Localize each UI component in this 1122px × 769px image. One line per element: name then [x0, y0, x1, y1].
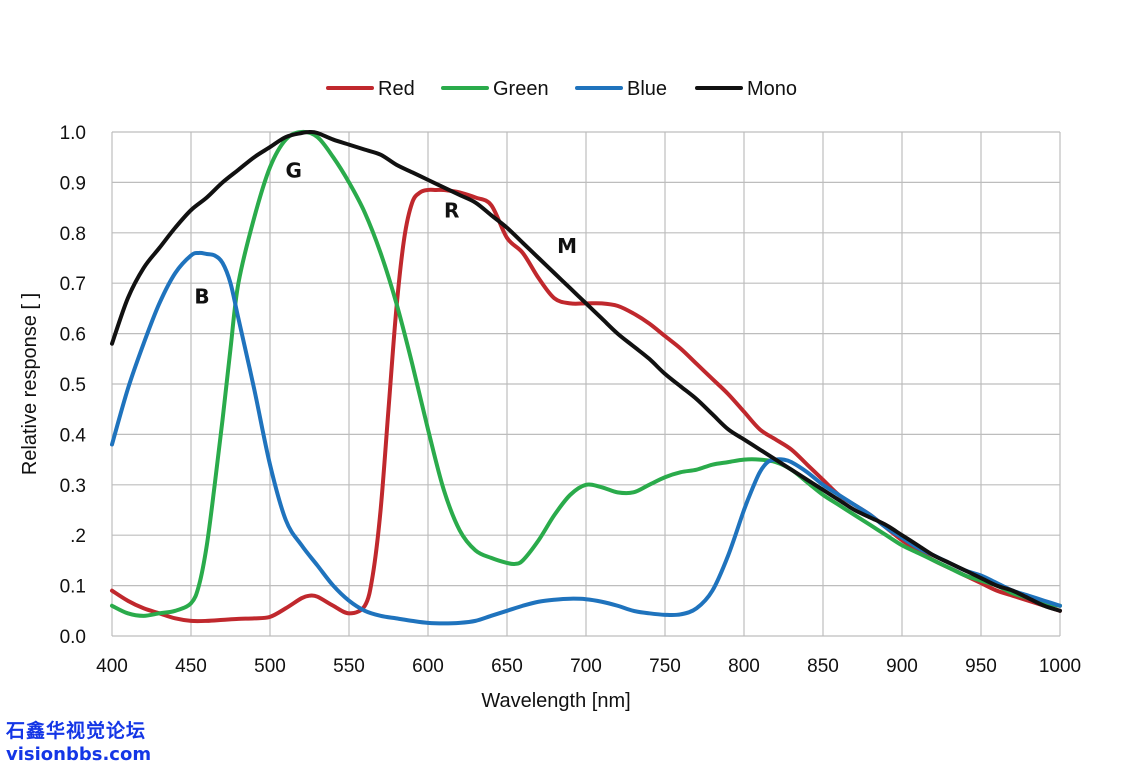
x-tick-label: 550	[333, 656, 365, 677]
curve-labels: R G B M	[194, 158, 577, 308]
curve-label-green: G	[285, 158, 301, 182]
series-group	[110, 129, 1062, 626]
x-tick-label: 600	[412, 656, 444, 677]
x-axis-title: Wavelength [nm]	[481, 690, 630, 712]
y-tick-label: .2	[70, 526, 86, 547]
x-tick-label: 450	[175, 656, 207, 677]
y-tick-label: 0.0	[60, 627, 86, 648]
series-line-green	[110, 129, 1062, 618]
x-axis-ticks: 400 450 500 550 600 650 700 750 800 850 900 950 1000	[96, 656, 1081, 677]
y-tick-label: 0.4	[60, 425, 87, 446]
x-tick-label: 750	[649, 656, 681, 677]
x-tick-label: 900	[886, 656, 918, 677]
x-tick-label: 700	[570, 656, 602, 677]
grid	[111, 131, 1061, 637]
x-tick-label: 400	[96, 656, 128, 677]
curve-label-red: R	[444, 199, 459, 223]
curve-label-blue: B	[194, 284, 209, 308]
x-tick-label: 800	[728, 656, 760, 677]
legend: Red Green Blue Mono	[326, 78, 797, 100]
series-line-blue	[110, 250, 1062, 626]
y-axis-ticks: 0.0 0.1 .2 0.3 0.4 0.5 0.6 0.7 0.8 0.9 1.0	[60, 123, 87, 648]
x-tick-label: 650	[491, 656, 523, 677]
legend-label-red: Red	[378, 78, 415, 100]
legend-label-mono: Mono	[747, 78, 797, 100]
x-tick-label: 1000	[1039, 656, 1081, 677]
curve-label-mono: M	[557, 234, 577, 258]
y-tick-label: 0.1	[60, 577, 86, 598]
y-tick-label: 0.5	[60, 375, 86, 396]
y-tick-label: 1.0	[60, 123, 86, 144]
y-tick-label: 0.8	[60, 224, 86, 245]
watermark-site-name: 石鑫华视觉论坛	[6, 720, 147, 742]
legend-label-blue: Blue	[627, 78, 667, 100]
x-tick-label: 850	[807, 656, 839, 677]
y-axis-title: Relative response [ ]	[19, 293, 41, 475]
series-line-mono	[110, 129, 1062, 613]
x-tick-label: 950	[965, 656, 997, 677]
y-tick-label: 0.3	[60, 476, 86, 497]
legend-label-green: Green	[493, 78, 549, 100]
x-tick-label: 500	[254, 656, 286, 677]
watermark-url: visionbbs.com	[6, 744, 152, 765]
y-tick-label: 0.7	[60, 274, 86, 295]
y-tick-label: 0.6	[60, 325, 86, 346]
y-tick-label: 0.9	[60, 173, 86, 194]
